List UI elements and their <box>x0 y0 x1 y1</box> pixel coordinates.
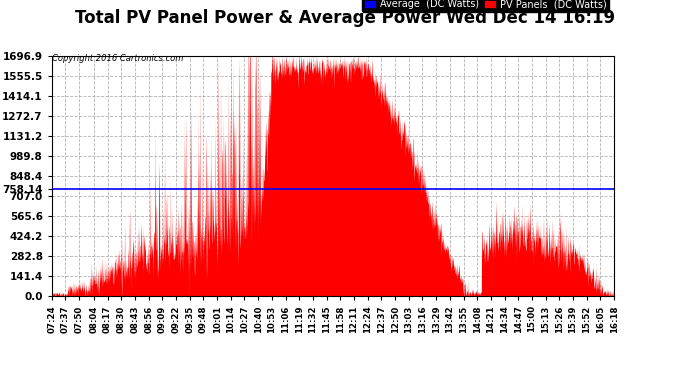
Text: Total PV Panel Power & Average Power Wed Dec 14 16:19: Total PV Panel Power & Average Power Wed… <box>75 9 615 27</box>
Text: Copyright 2016 Cartronics.com: Copyright 2016 Cartronics.com <box>52 54 183 63</box>
Legend: Average  (DC Watts), PV Panels  (DC Watts): Average (DC Watts), PV Panels (DC Watts) <box>362 0 609 12</box>
